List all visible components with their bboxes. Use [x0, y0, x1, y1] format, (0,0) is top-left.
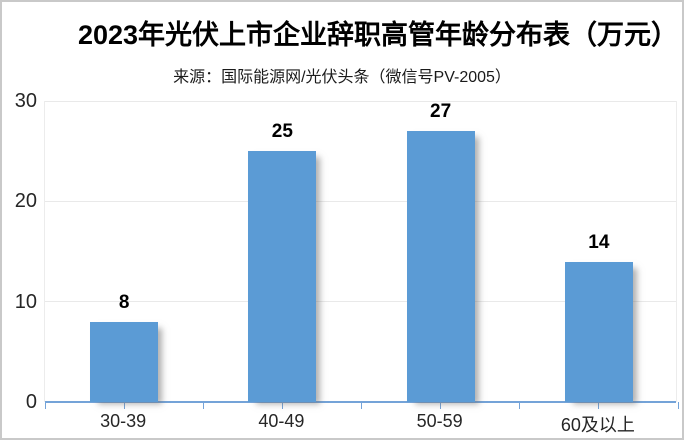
x-axis-tick — [519, 402, 521, 409]
x-axis-tick — [440, 402, 442, 409]
x-axis-tick — [598, 402, 600, 409]
bar-30-39 — [90, 322, 159, 402]
y-axis-label-20: 20 — [14, 190, 37, 213]
x-axis-tick — [281, 402, 283, 409]
bar-40-49 — [248, 151, 317, 402]
gridline-20 — [45, 200, 676, 202]
x-axis-label-30-39: 30-39 — [100, 411, 147, 431]
x-axis-label-40-49: 40-49 — [258, 411, 305, 431]
plot-area: 8 25 27 14 — [44, 100, 679, 409]
gridline-10 — [45, 301, 676, 303]
x-axis-line — [45, 401, 676, 403]
data-label-50-59: 27 — [430, 101, 452, 122]
x-axis-tick — [44, 402, 46, 409]
data-label-40-49: 25 — [271, 121, 293, 142]
x-axis-tick — [361, 402, 362, 409]
y-axis-label-30: 30 — [14, 90, 37, 112]
data-label-30-39: 8 — [118, 292, 130, 313]
chart-title: 2023年光伏上市企业辞职高管年龄分布表（万元） — [77, 20, 679, 50]
x-axis-tick — [123, 402, 125, 409]
y-axis-label-10: 10 — [14, 290, 37, 313]
gridline-30 — [45, 100, 676, 102]
data-label-60及以上: 14 — [588, 232, 610, 253]
x-axis-tick — [202, 402, 204, 409]
bar-60及以上 — [564, 262, 633, 402]
y-axis-label-0: 0 — [25, 391, 37, 413]
chart-source-note: 来源：国际能源网/光伏头条（微信号PV-2005） — [173, 69, 511, 86]
x-axis-label-60及以上: 60及以上 — [560, 415, 635, 435]
bar-50-59 — [406, 131, 475, 402]
x-axis-tick — [677, 402, 679, 409]
x-axis-label-50-59: 50-59 — [416, 411, 463, 431]
